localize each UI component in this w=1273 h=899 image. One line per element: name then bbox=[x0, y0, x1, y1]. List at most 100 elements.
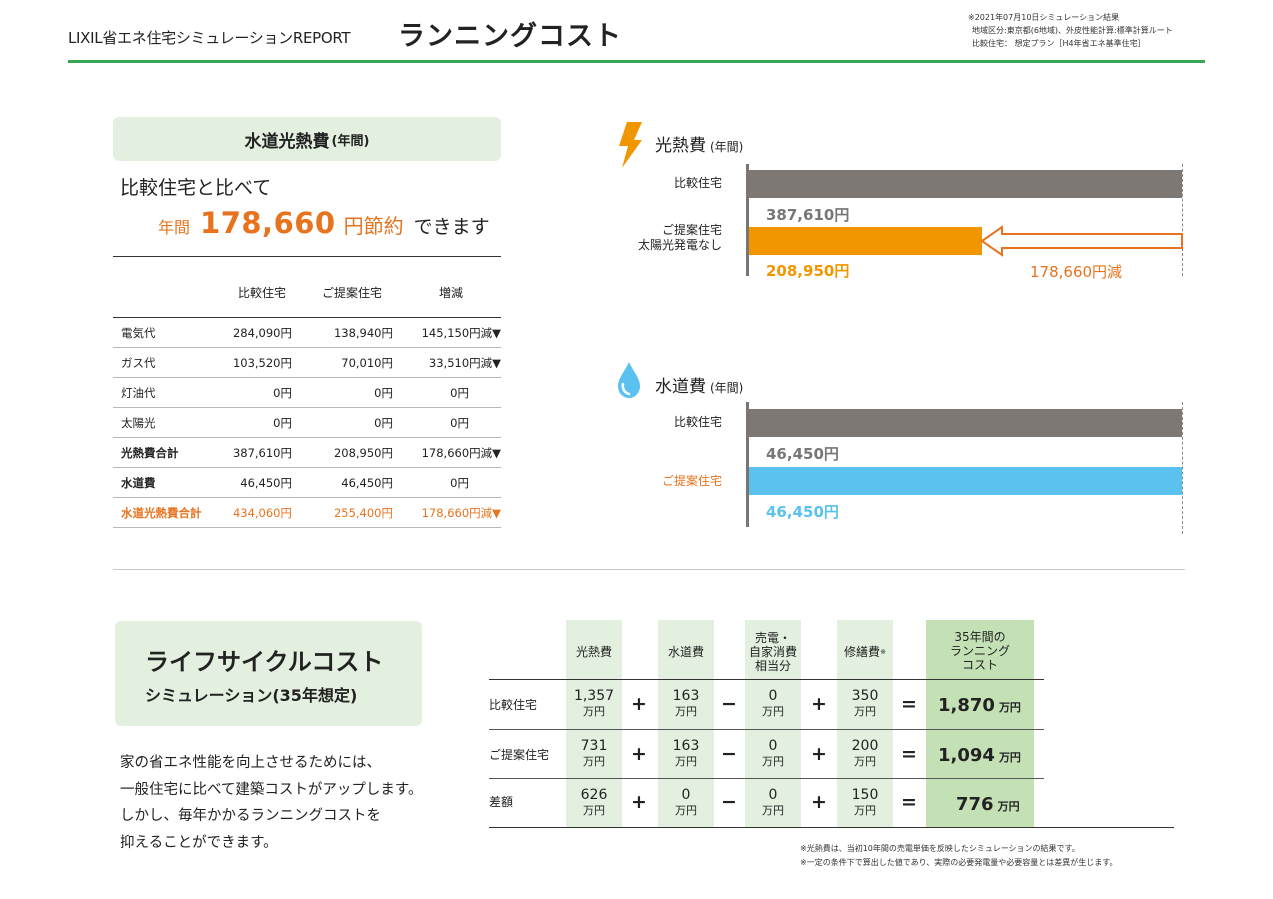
header-total-line: コスト bbox=[961, 658, 998, 672]
lc-repair-cell: 350 万円 bbox=[837, 689, 893, 719]
utility-column-bg bbox=[566, 620, 622, 827]
plus-operator: + bbox=[811, 693, 827, 715]
page-title: ランニングコスト bbox=[398, 21, 622, 52]
diff-cell: 178,660円減▼ bbox=[393, 437, 501, 468]
row-label: 電気代 bbox=[113, 317, 214, 348]
lc-rule bbox=[489, 729, 1044, 730]
lc-total-cell: 1,094 万円 bbox=[938, 745, 1021, 766]
water-proposal-bar bbox=[749, 467, 1182, 495]
header-repair-text: 修繕費 bbox=[844, 645, 881, 659]
note-line: 地域区分:東京都(6地域)、外皮性能計算:標準計算ルート bbox=[972, 26, 1173, 35]
lc-utility-cell: 731 万円 bbox=[566, 739, 622, 769]
lc-water-cell: 163 万円 bbox=[658, 689, 714, 719]
utility-proposal-bar bbox=[749, 227, 982, 255]
lc-repair-cell: 200 万円 bbox=[837, 739, 893, 769]
lc-value: 200 bbox=[851, 738, 879, 754]
description-line: 抑えることができます。 bbox=[120, 834, 278, 851]
header-repair: 修繕費 ※ bbox=[837, 630, 893, 674]
lc-value: 150 bbox=[851, 787, 879, 803]
header-sell-line: 相当分 bbox=[754, 659, 791, 673]
plus-operator: + bbox=[631, 743, 647, 765]
lc-utility-cell: 1,357 万円 bbox=[566, 689, 622, 719]
lc-value: 1,357 bbox=[573, 688, 615, 704]
footnote: ※光熱費は、当初10年間の売電単価を反映したシミュレーションの結果です。 bbox=[800, 844, 1080, 853]
row-label: 灯油代 bbox=[113, 377, 214, 408]
proposal-cell: 208,950円 bbox=[292, 437, 393, 468]
diff-cell: 0円 bbox=[393, 407, 501, 438]
description-line: 一般住宅に比べて建築コストがアップします。 bbox=[120, 781, 423, 798]
lc-sell-cell: 0 万円 bbox=[745, 788, 801, 818]
water-chart-title-text: 水道費 bbox=[655, 377, 706, 397]
compare-cell: 0円 bbox=[214, 377, 292, 408]
lc-value: 163 bbox=[672, 738, 700, 754]
lc-unit: 万円 bbox=[762, 755, 784, 768]
note-line: 比較住宅： 想定プラン［H4年省エネ基準住宅］ bbox=[972, 39, 1146, 48]
lc-row-label: 比較住宅 bbox=[489, 698, 538, 712]
lifecycle-description: 家の省エネ性能を向上させるためには、 一般住宅に比べて建築コストがアップします。… bbox=[120, 750, 422, 856]
lc-water-cell: 163 万円 bbox=[658, 739, 714, 769]
lc-total-value: 1,870 bbox=[938, 695, 995, 716]
water-column-bg bbox=[658, 620, 714, 827]
table-header bbox=[113, 283, 214, 318]
utility-chart-title: 光熱費 (年間) bbox=[655, 131, 743, 156]
cost-breakdown-table: 比較住宅 ご提案住宅 増減 電気代 284,090円 138,940円 145,… bbox=[113, 283, 501, 528]
minus-operator: − bbox=[721, 693, 737, 715]
summary-rule bbox=[113, 256, 501, 257]
lc-sell-cell: 0 万円 bbox=[745, 689, 801, 719]
table-row: 水道費 46,450円 46,450円 0円 bbox=[113, 467, 501, 498]
table-row: 電気代 284,090円 138,940円 145,150円減▼ bbox=[113, 317, 501, 348]
row-label: 水道光熱費合計 bbox=[113, 497, 214, 528]
lc-value: 0 bbox=[681, 787, 691, 803]
header-sell-line: 売電・ bbox=[754, 631, 791, 645]
equals-operator: = bbox=[901, 693, 917, 715]
saving-amount: 178,660 bbox=[200, 206, 336, 240]
lc-water-cell: 0 万円 bbox=[658, 788, 714, 818]
lc-rule bbox=[489, 778, 1044, 779]
lc-value: 731 bbox=[580, 738, 608, 754]
table-header: ご提案住宅 bbox=[321, 286, 382, 300]
header-repair-mark: ※ bbox=[880, 648, 886, 656]
water-utility-heading: 水道光熱費 (年間) bbox=[113, 117, 501, 161]
water-chart-title-suffix: (年間) bbox=[710, 381, 744, 395]
header-water: 水道費 bbox=[667, 645, 704, 659]
lc-unit: 万円 bbox=[998, 751, 1021, 764]
header-rule bbox=[68, 60, 1205, 63]
compare-cell: 434,060円 bbox=[214, 497, 292, 528]
saving-suffix: 円節約 bbox=[343, 214, 404, 238]
lc-rule bbox=[489, 679, 1044, 680]
water-compare-bar bbox=[749, 409, 1182, 437]
utility-axis bbox=[746, 164, 749, 276]
table-row: ガス代 103,520円 70,010円 33,510円減▼ bbox=[113, 347, 501, 378]
utility-max-guide bbox=[1182, 164, 1183, 276]
water-proposal-label: ご提案住宅 bbox=[661, 474, 722, 488]
minus-operator: − bbox=[721, 743, 737, 765]
lc-value: 350 bbox=[851, 688, 879, 704]
proposal-cell: 138,940円 bbox=[292, 317, 393, 348]
saving-tail: できます bbox=[413, 216, 490, 238]
lc-unit: 万円 bbox=[583, 804, 605, 817]
saving-line: 年間 178,660 円節約 できます bbox=[158, 206, 490, 240]
table-header: 比較住宅 bbox=[237, 286, 286, 300]
compare-cell: 46,450円 bbox=[214, 467, 292, 498]
diff-cell: 0円 bbox=[393, 377, 501, 408]
lc-value: 0 bbox=[768, 688, 778, 704]
lc-total-value: 1,094 bbox=[938, 745, 995, 766]
utility-proposal-label-1: ご提案住宅 bbox=[661, 223, 722, 237]
table-row-total: 水道光熱費合計 434,060円 255,400円 178,660円減▼ bbox=[113, 497, 501, 528]
plus-operator: + bbox=[631, 791, 647, 813]
lc-unit: 万円 bbox=[583, 705, 605, 718]
table-row: 太陽光 0円 0円 0円 bbox=[113, 407, 501, 438]
compare-cell: 0円 bbox=[214, 407, 292, 438]
lifecycle-title: ライフサイクルコスト bbox=[145, 648, 384, 676]
water-drop-icon bbox=[618, 362, 640, 398]
proposal-cell: 70,010円 bbox=[292, 347, 393, 378]
lc-unit: 万円 bbox=[854, 705, 876, 718]
lc-unit: 万円 bbox=[854, 755, 876, 768]
water-proposal-value: 46,450円 bbox=[766, 503, 839, 521]
lc-value: 0 bbox=[768, 787, 778, 803]
proposal-cell: 46,450円 bbox=[292, 467, 393, 498]
row-label: 水道費 bbox=[113, 467, 214, 498]
diff-cell: 145,150円減▼ bbox=[393, 317, 501, 348]
note-line: ※2021年07月10日シミュレーション結果 bbox=[968, 13, 1120, 22]
utility-proposal-value: 208,950円 bbox=[766, 262, 850, 280]
